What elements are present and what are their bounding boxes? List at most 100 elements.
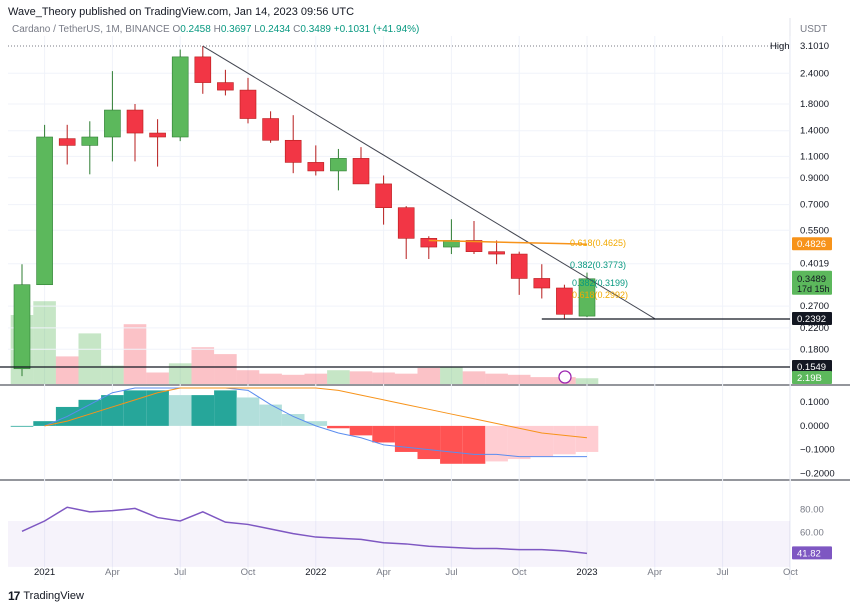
fib-382-top-label: 0.382(0.3773) xyxy=(570,260,626,270)
price-tick-label: 0.5500 xyxy=(800,225,829,236)
candle-body xyxy=(510,253,528,279)
macd-histogram-bar xyxy=(394,425,418,452)
rsi-tick-label: 80.00 xyxy=(800,505,824,516)
rsi-value-tag-bg xyxy=(792,546,832,560)
volume-bar xyxy=(440,366,463,384)
rsi-value-tag: 41.82 xyxy=(797,548,821,559)
open-label: O xyxy=(172,24,181,35)
symbol-legend: Cardano / TetherUS, 1M, BINANCE O0.2458 … xyxy=(12,24,419,35)
macd-histogram-bar xyxy=(372,425,395,443)
volume-bar xyxy=(304,373,328,384)
macd-histogram-bar xyxy=(485,425,508,462)
high-value: 3.1010 xyxy=(800,41,829,52)
time-tick-label: Jul xyxy=(174,567,186,578)
macd-histogram-bar xyxy=(575,425,599,452)
candle-body xyxy=(375,183,392,208)
time-tick-label: Jul xyxy=(445,567,457,578)
volume-bar xyxy=(530,377,554,384)
volume-bar xyxy=(575,378,599,384)
volume-bar xyxy=(101,365,124,384)
time-tick-label: Jul xyxy=(717,567,729,578)
time-tick-label: Apr xyxy=(647,567,662,578)
time-tick-label: 2023 xyxy=(576,567,597,578)
candle-body xyxy=(81,136,99,146)
lower-support-price-tag: 0.1549 xyxy=(797,362,826,373)
macd-histogram-bar xyxy=(10,425,34,427)
candle-body xyxy=(556,287,573,315)
high-label: High xyxy=(770,41,790,52)
footer-branding: 17 TradingView xyxy=(8,589,84,603)
symbol-name[interactable]: Cardano / TetherUS, 1M, BINANCE xyxy=(12,24,170,35)
volume-bar xyxy=(33,301,56,384)
candle-body xyxy=(104,109,121,138)
candle-body xyxy=(217,82,234,91)
price-tick-label: 1.1000 xyxy=(800,151,829,162)
volume-value-tag: 2.19B xyxy=(797,373,822,384)
price-tick-label: 1.8000 xyxy=(800,99,829,110)
time-tick-label: 2021 xyxy=(34,567,55,578)
price-tick-label: 0.2200 xyxy=(800,323,829,334)
macd-histogram-bar xyxy=(462,425,486,464)
price-tick-label: 0.4019 xyxy=(800,259,829,270)
support-price-tag-bg xyxy=(792,312,832,325)
macd-histogram-bar xyxy=(101,395,124,426)
candle-body xyxy=(352,158,370,185)
macd-tick-label: 0.0000 xyxy=(800,421,829,432)
time-tick-label: Oct xyxy=(783,567,798,578)
macd-histogram-bar xyxy=(553,425,576,455)
volume-bar xyxy=(214,354,237,384)
macd-histogram-bar xyxy=(530,425,554,457)
macd-histogram-bar xyxy=(304,421,328,426)
time-tick-label: Oct xyxy=(241,567,256,578)
candle-body xyxy=(307,162,325,172)
last-price-value: 0.3489 xyxy=(797,274,826,285)
open-value: 0.2458 xyxy=(180,24,211,35)
time-tick-label: 2022 xyxy=(305,567,326,578)
fib-618-bottom-label: 0.618(0.2992) xyxy=(572,290,628,300)
macd-histogram-bar xyxy=(146,390,169,426)
volume-bar xyxy=(462,371,486,384)
volume-bar xyxy=(55,356,79,384)
macd-histogram-bar xyxy=(327,425,350,429)
volume-bar xyxy=(327,370,350,384)
price-tick-label: 0.1800 xyxy=(800,344,829,355)
macd-tick-label: −0.2000 xyxy=(800,468,835,479)
price-tick-label: 0.7000 xyxy=(800,200,829,211)
volume-bar xyxy=(236,370,260,384)
time-tick-label: Apr xyxy=(105,567,120,578)
macd-histogram-bar xyxy=(168,395,192,426)
volume-bar xyxy=(259,373,282,384)
price-tick-label: 1.4000 xyxy=(800,126,829,137)
last-price-tag-bg xyxy=(792,270,832,295)
macd-histogram-bar xyxy=(214,390,237,426)
support-price-tag: 0.2392 xyxy=(797,314,826,325)
low-label: L xyxy=(254,24,260,35)
fib-618-top-label: 0.618(0.4625) xyxy=(570,238,626,248)
candle-body xyxy=(578,278,596,317)
volume-bar xyxy=(146,372,169,384)
close-value: 0.3489 xyxy=(300,24,331,35)
volume-bar xyxy=(507,374,531,384)
moving-average-line xyxy=(428,239,588,245)
candle-body xyxy=(171,56,189,138)
volume-bar xyxy=(123,324,147,384)
time-tick-label: Oct xyxy=(512,567,527,578)
macd-histogram-bar xyxy=(417,425,441,460)
ma-price-tag: 0.4826 xyxy=(797,239,826,250)
macd-histogram-bar xyxy=(123,390,147,426)
price-axis-unit: USDT xyxy=(800,24,828,35)
macd-histogram-bar xyxy=(236,397,260,426)
macd-histogram-bar xyxy=(33,421,56,426)
flash-icon xyxy=(558,370,572,384)
candle-body xyxy=(126,109,144,134)
high-value: 0.3697 xyxy=(220,24,252,35)
candle-body xyxy=(465,240,483,252)
time-tick-label: Apr xyxy=(376,567,391,578)
macd-line xyxy=(44,387,587,458)
rsi-tick-label: 60.00 xyxy=(800,527,824,538)
downtrend-line xyxy=(202,45,656,320)
candle-body xyxy=(397,207,415,239)
macd-histogram-bar xyxy=(259,404,282,426)
candle-body xyxy=(420,238,438,248)
